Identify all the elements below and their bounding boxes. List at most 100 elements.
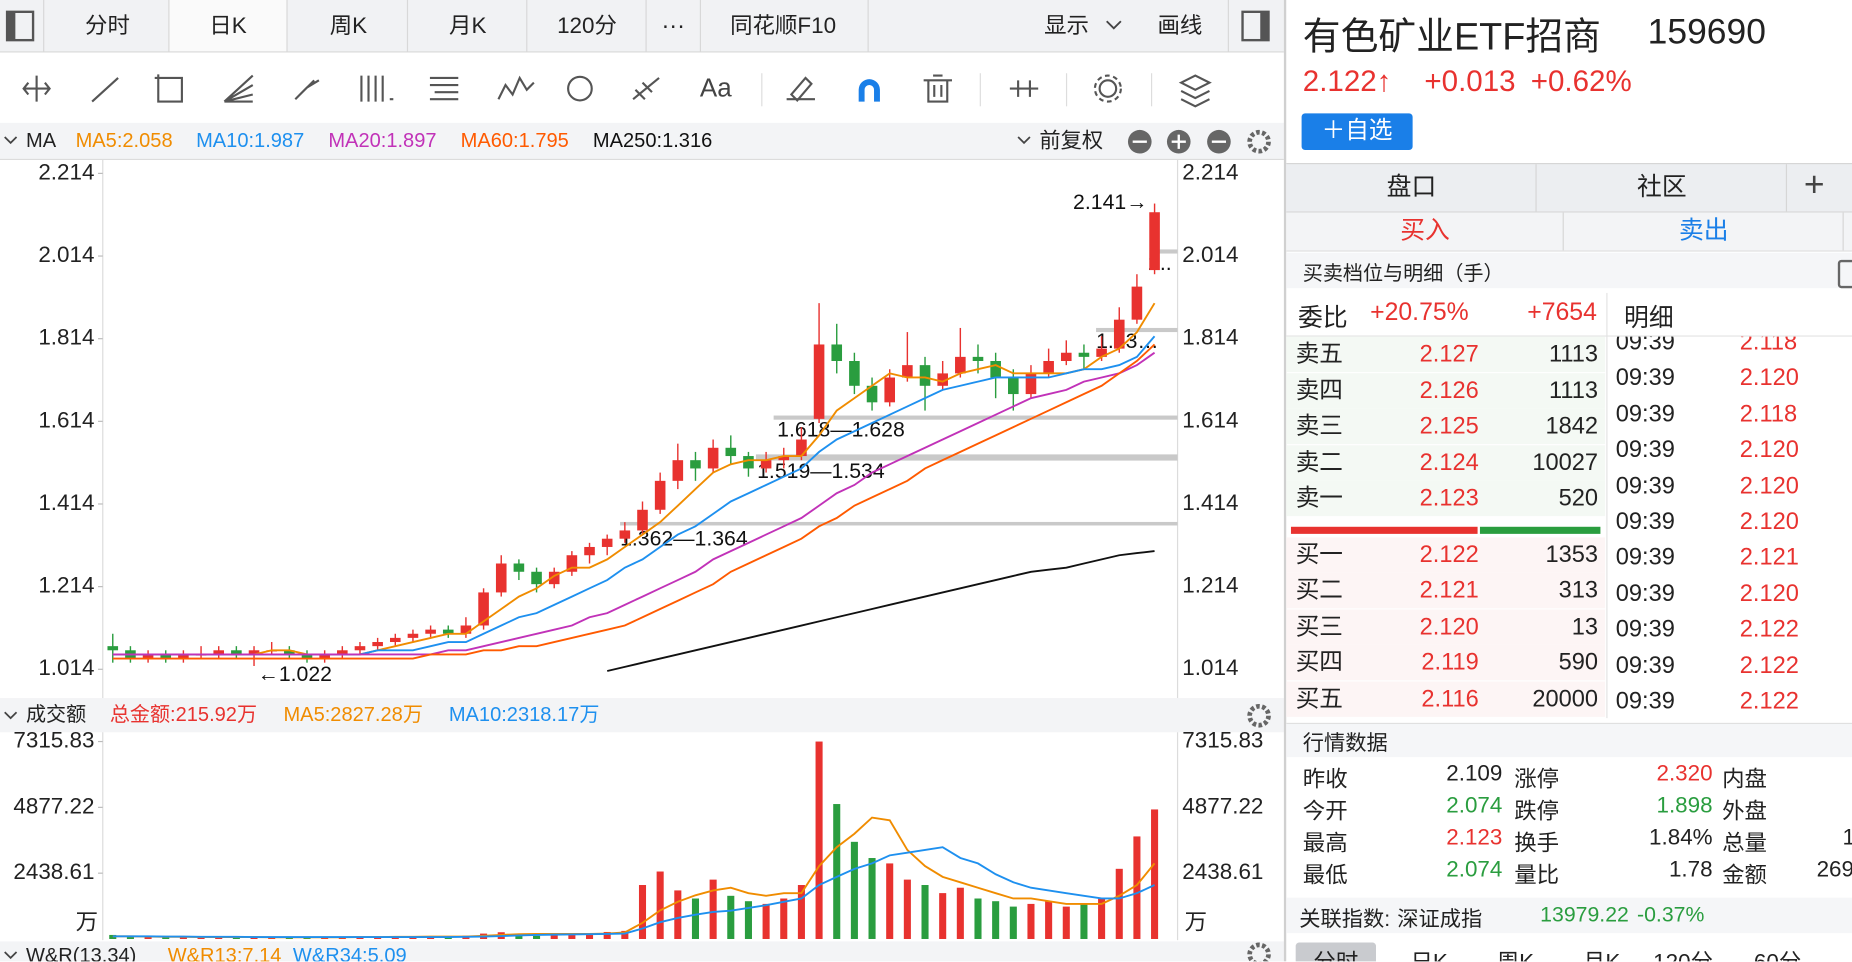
detail-time: 09:39: [1615, 688, 1675, 715]
detail-time: 09:39: [1615, 473, 1675, 500]
volume-bar: [1080, 903, 1088, 939]
ma-line: [112, 351, 1156, 656]
bottom-tab[interactable]: 120分: [1648, 945, 1719, 962]
volume-bar: [1133, 836, 1141, 939]
related-value: 13979.22: [1540, 902, 1629, 926]
collapse-arrow[interactable]: [4, 951, 18, 960]
volume-bar: [1062, 906, 1070, 939]
f10-tab[interactable]: 同花顺F10: [730, 13, 836, 38]
detail-price: 2.120: [1739, 437, 1799, 464]
volume-bar: [850, 841, 858, 939]
y-tick-label: 2.014: [1182, 242, 1238, 267]
volume-bar: [533, 935, 541, 939]
market-cell: 1: [1843, 826, 1852, 852]
more-tab[interactable]: ···: [661, 13, 685, 39]
legend-entry: MA5:2827.28万: [283, 704, 422, 726]
book-side: 买四: [1295, 649, 1343, 676]
candle-body: [442, 629, 454, 634]
volume-bar: [903, 879, 911, 939]
settings-icon[interactable]: [1247, 703, 1271, 728]
book-side: 买一: [1295, 542, 1343, 569]
volume-bar: [621, 930, 629, 939]
market-cell: 换手: [1514, 831, 1560, 857]
book-volume: 1353: [1545, 542, 1599, 569]
indicator-strip: [0, 941, 1284, 962]
y-tick-label: 2.014: [38, 242, 94, 267]
ma-buttons[interactable]: [1127, 129, 1271, 154]
tab[interactable]: 社区: [1538, 164, 1788, 212]
y-tick-label: 4877.22: [1182, 793, 1263, 818]
bottom-tab[interactable]: 分时: [1300, 945, 1371, 962]
draw-menu[interactable]: 画线: [1157, 13, 1202, 38]
drawing-tools[interactable]: [22, 74, 1212, 108]
volume-label: 成交额: [26, 703, 86, 726]
book-header: [1286, 252, 1852, 289]
book-price: 2.116: [1421, 686, 1479, 713]
y-tick-label: 1.614: [1182, 407, 1238, 432]
adjust-mode[interactable]: 前复权: [1039, 128, 1103, 152]
volume-bar: [568, 933, 576, 939]
book-side: 买五: [1295, 686, 1343, 713]
volume-bar: [515, 934, 523, 939]
display-menu[interactable]: 显示: [1044, 13, 1089, 38]
candle-body: [1149, 212, 1160, 271]
market-cell: 2.123: [1446, 825, 1503, 851]
book-price: 2.122: [1419, 542, 1479, 569]
volume-bar: [656, 871, 664, 939]
book-volume: 13: [1571, 614, 1599, 641]
detail-price: 2.122: [1739, 688, 1799, 715]
adjust-arrow[interactable]: [1017, 136, 1031, 145]
bottom-tab[interactable]: 月K: [1566, 945, 1637, 962]
volume-bar: [691, 898, 700, 939]
detail-time: 09:39: [1615, 652, 1675, 679]
y-tick-label: 1.414: [1182, 490, 1238, 515]
candle-body: [1008, 377, 1019, 395]
legend-entry: MA10:1.987: [196, 130, 304, 152]
volume-total: 总金额:215.92万: [110, 703, 257, 726]
ma-line: [606, 550, 1155, 672]
add-tab[interactable]: +: [1803, 165, 1825, 205]
volume-bar: [179, 937, 187, 939]
magnet-tool[interactable]: [858, 79, 880, 102]
text-tool[interactable]: Aa: [700, 73, 732, 103]
book-row: [1286, 609, 1606, 645]
period-tab: 月K: [449, 13, 486, 38]
book-icon[interactable]: [1837, 259, 1852, 289]
sell-button[interactable]: 卖出: [1565, 212, 1844, 251]
candle-body: [301, 654, 313, 659]
detail-price: 2.121: [1739, 544, 1799, 571]
market-cell: 跌停: [1514, 799, 1560, 825]
candle-body: [319, 654, 330, 659]
buy-button[interactable]: 买入: [1287, 212, 1564, 251]
watch-button[interactable]: ＋自选: [1301, 113, 1413, 151]
candle-body: [707, 447, 719, 469]
bottom-tab[interactable]: 日K: [1394, 945, 1465, 962]
period-tab: 120分: [557, 13, 617, 38]
volume-unit: 万: [1185, 910, 1207, 935]
detail-time: 09:39: [1615, 544, 1675, 571]
collapse-arrow[interactable]: [4, 136, 18, 145]
detail-time: 09:39: [1615, 580, 1675, 607]
bottom-tab[interactable]: 60分: [1742, 945, 1813, 962]
ratio-diff: +7654: [1527, 298, 1597, 326]
indicator-value: W&R13:7.14: [168, 945, 282, 961]
candle-body: [937, 373, 948, 386]
support-level: [755, 454, 1178, 461]
settings-icon[interactable]: [1247, 942, 1271, 962]
candle-body: [725, 447, 737, 457]
y-tick-label: 1.814: [1182, 325, 1238, 350]
bid-strength: [1290, 526, 1478, 534]
indicator-value: W&R34:5.09: [293, 945, 407, 961]
candle-body: [1060, 352, 1072, 362]
support-level: [1096, 327, 1178, 333]
tab[interactable]: 盘口: [1287, 164, 1537, 212]
bottom-tab[interactable]: 周K: [1480, 945, 1551, 962]
market-cell: 2.074: [1446, 793, 1503, 819]
collapse-arrow[interactable]: [4, 711, 18, 720]
candle-body: [955, 356, 966, 374]
volume-bar: [815, 741, 823, 939]
book-title: 买卖档位与明细（手）: [1302, 262, 1504, 285]
market-cell: 最高: [1302, 831, 1348, 857]
period-tab: 日K: [209, 13, 246, 38]
detail-price: 2.118: [1739, 336, 1798, 356]
